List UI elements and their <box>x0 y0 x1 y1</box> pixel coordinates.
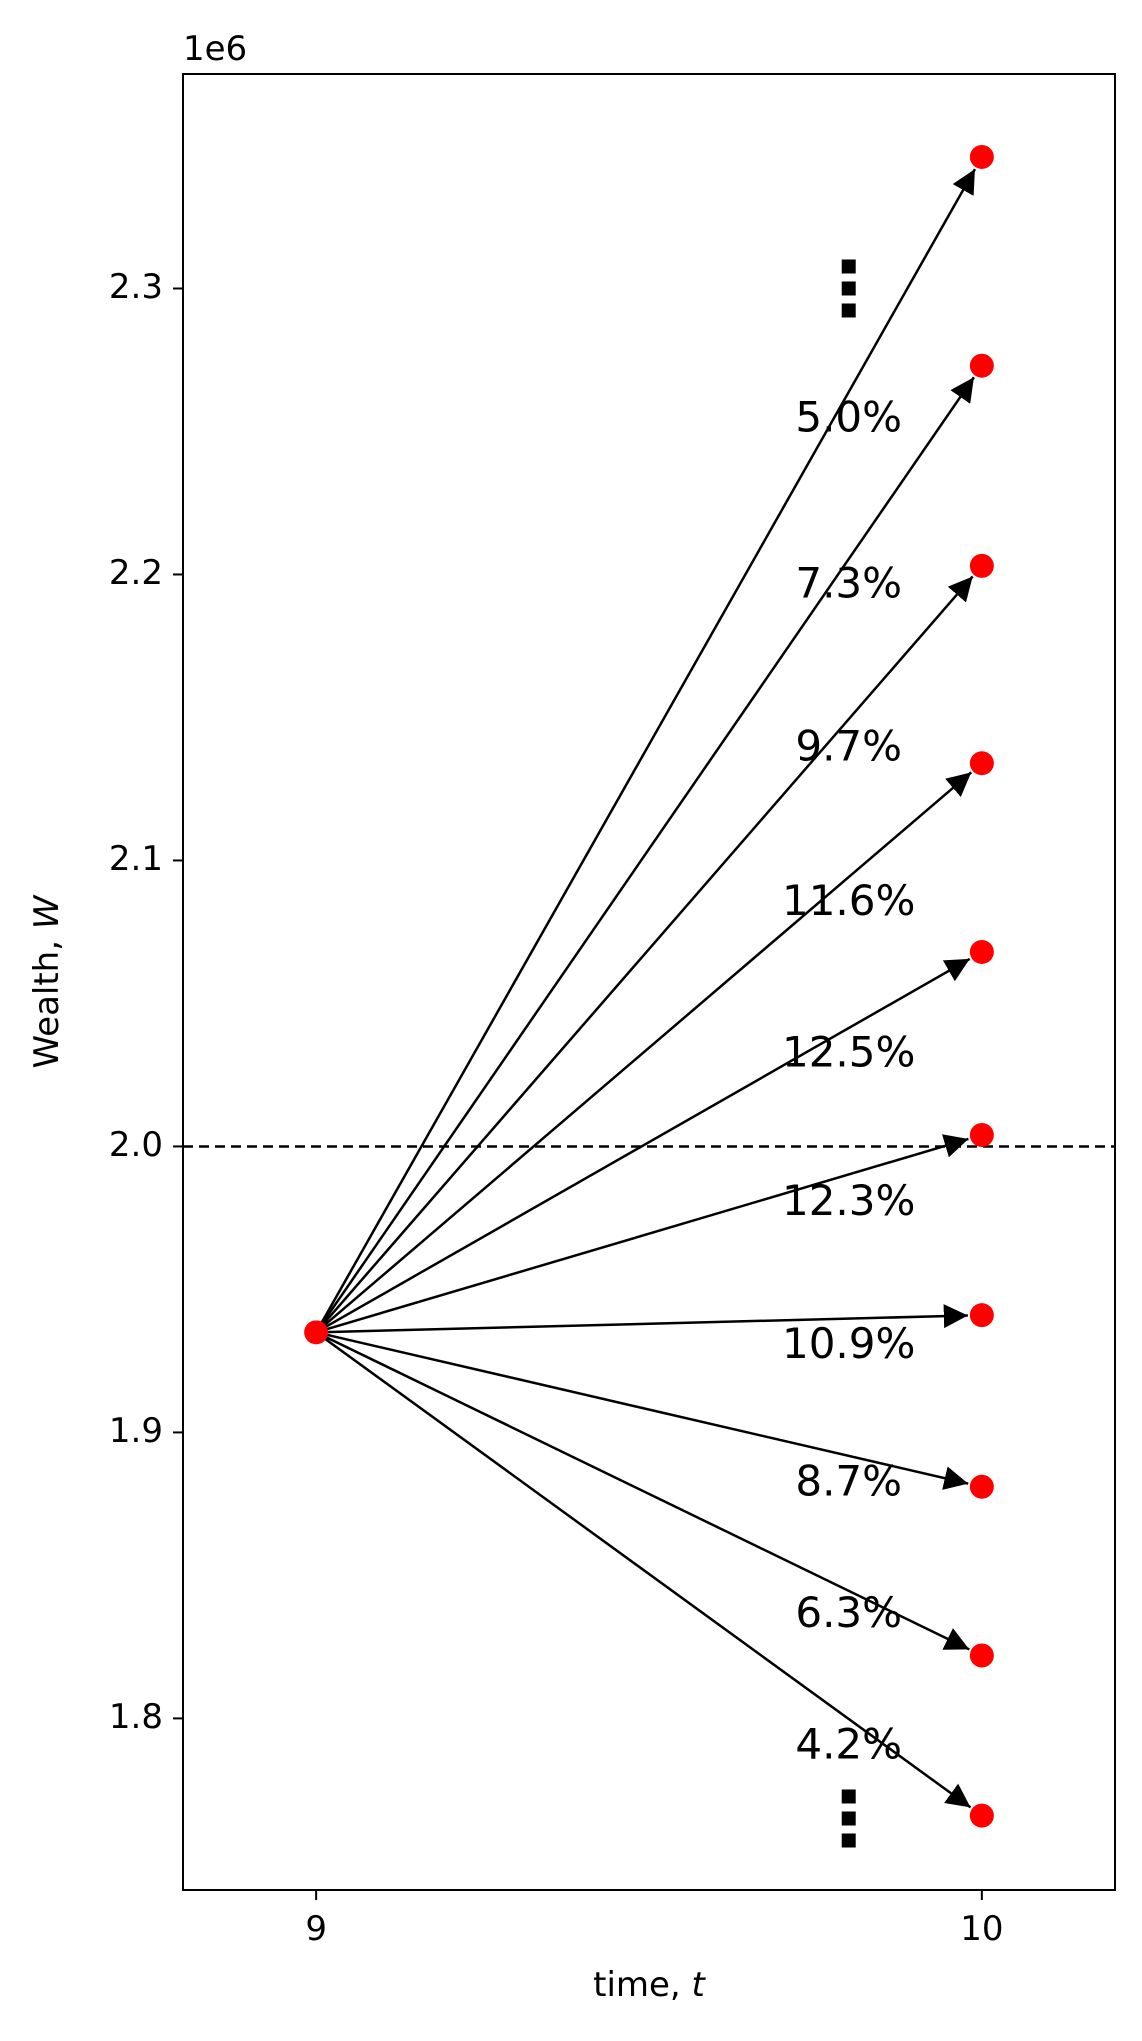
y-tick-label: 2.0 <box>109 1125 163 1165</box>
y-tick-label: 2.3 <box>109 267 163 307</box>
end-point <box>969 1643 994 1668</box>
points-layer <box>304 144 994 1828</box>
wealth-path-arrow <box>315 1134 969 1334</box>
y-tick-label: 2.1 <box>109 839 163 879</box>
wealth-path-arrow <box>315 1331 969 1490</box>
wealth-path-arrow <box>316 1304 968 1334</box>
wealth-path-arrow <box>315 575 974 1334</box>
plot-area-frame <box>182 73 1116 1891</box>
ellipsis-dot <box>841 1833 856 1848</box>
return-label: 11.6% <box>782 876 915 925</box>
end-point <box>969 751 994 776</box>
ellipsis-marker <box>841 1789 856 1848</box>
x-tick-label: 10 <box>960 1909 1003 1949</box>
return-label: 6.3% <box>795 1588 902 1637</box>
ellipsis-dot <box>841 281 856 296</box>
return-label: 8.7% <box>795 1456 902 1505</box>
end-point <box>969 553 994 578</box>
end-point <box>969 1123 994 1147</box>
end-point <box>969 1474 994 1499</box>
arrows-layer <box>315 168 977 1809</box>
ellipsis-dot <box>841 259 856 274</box>
y-tick-label: 2.2 <box>109 553 163 593</box>
end-point <box>969 144 994 169</box>
end-point <box>969 1303 994 1328</box>
return-label: 7.3% <box>795 558 902 607</box>
return-label: 10.9% <box>782 1319 915 1368</box>
y-axis-title: Wealth, W <box>27 894 67 1068</box>
annotations-layer: 5.0% 7.3% 9.7% 11.6% 12.5% 12.3% 10.9% 8.7% 6.3%… <box>782 259 915 1848</box>
ellipsis-marker <box>841 259 856 318</box>
ellipsis-dot <box>841 1789 856 1804</box>
return-label: 9.7% <box>795 721 902 770</box>
end-point <box>969 353 994 378</box>
end-point <box>969 939 994 964</box>
y-offset-text: 1e6 <box>183 29 247 69</box>
ellipsis-dot <box>841 303 856 318</box>
x-axis-title: time, t <box>593 1965 706 2005</box>
y-tick-label: 1.9 <box>109 1411 163 1451</box>
wealth-path-arrow <box>315 771 973 1334</box>
return-label: 12.3% <box>782 1176 915 1225</box>
wealth-path-arrow <box>315 1331 972 1809</box>
return-label: 12.5% <box>782 1027 915 1076</box>
wealth-path-arrow <box>315 168 977 1333</box>
x-tick-label: 9 <box>305 1909 327 1949</box>
ellipsis-dot <box>841 1811 856 1826</box>
return-label: 5.0% <box>795 393 902 442</box>
y-tick-label: 1.8 <box>109 1697 163 1737</box>
wealth-path-arrow <box>315 1331 970 1651</box>
wealth-path-arrow <box>315 376 975 1334</box>
start-point <box>304 1320 329 1345</box>
return-label: 4.2% <box>795 1720 902 1769</box>
wealth-path-arrow <box>315 957 971 1334</box>
axes-layer: 9 10 1.8 1.9 2.0 2.1 2.2 2.3 <box>109 267 1004 1949</box>
end-point <box>969 1803 994 1828</box>
